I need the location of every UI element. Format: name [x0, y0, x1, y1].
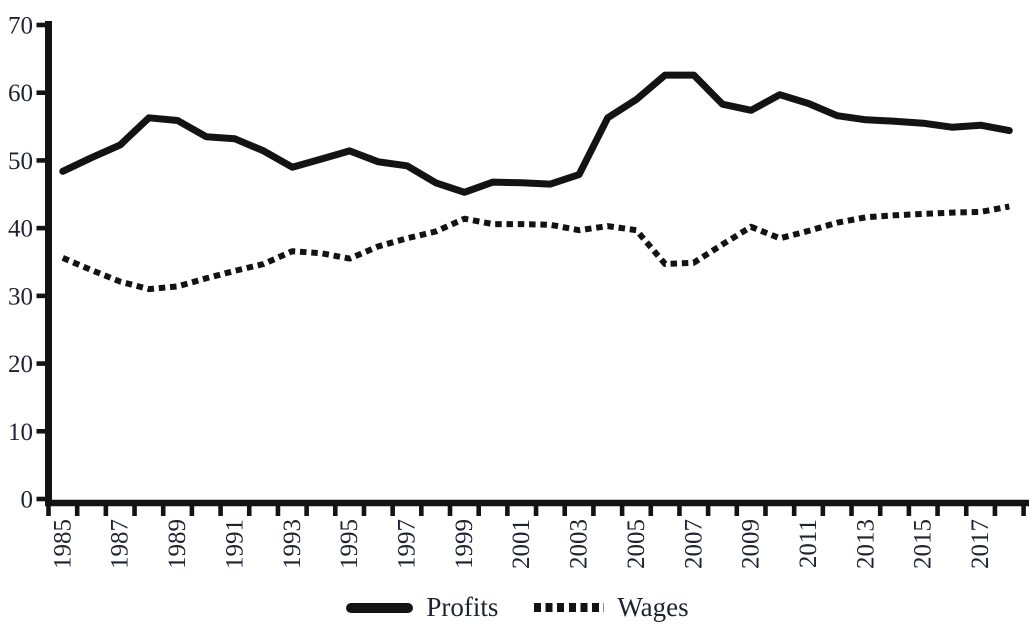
x-axis-tick-label: 1993: [279, 519, 306, 569]
chart-legend: Profits Wages: [0, 594, 1035, 621]
profits-line: [59, 71, 1013, 196]
x-axis-tick-label: 2015: [910, 519, 937, 569]
y-axis-tick-label: 60: [8, 80, 33, 107]
y-axis-tick-label: 70: [8, 13, 33, 40]
x-axis-tick-label: 2003: [566, 519, 593, 569]
y-axis-tick-label: 50: [8, 148, 33, 175]
x-axis-tick-label: 2005: [623, 519, 650, 569]
legend-label-profits: Profits: [426, 592, 499, 622]
x-axis-tick-label: 1997: [393, 519, 420, 569]
y-axis-tick-label: 0: [21, 487, 34, 514]
y-axis-tick-label: 40: [8, 216, 33, 243]
x-axis-tick-label: 1991: [221, 519, 248, 569]
x-axis-tick-label: 2011: [795, 519, 822, 568]
profits-solid-line-swatch: [346, 602, 414, 613]
x-axis-tick-label: 1999: [451, 519, 478, 569]
x-axis-tick-label: 2001: [508, 519, 535, 569]
wages-line: [61, 203, 1010, 293]
legend-item-profits: Profits: [346, 594, 498, 621]
x-axis-tick-label: 2009: [738, 519, 765, 569]
y-axis-tick-label: 10: [8, 419, 33, 446]
y-axis-tick-label: 20: [8, 351, 33, 378]
legend-label-wages: Wages: [617, 592, 689, 622]
x-axis-tick-label: 1989: [164, 519, 191, 569]
x-axis-tick-label: 2017: [967, 519, 994, 569]
x-axis-tick-label: 2013: [852, 519, 879, 569]
legend-item-wages: Wages: [534, 592, 689, 622]
x-axis-tick-label: 1985: [49, 519, 76, 569]
y-axis-tick-label: 30: [8, 283, 33, 310]
x-axis-tick-label: 2007: [680, 519, 707, 569]
wages-dotted-line-swatch: [534, 603, 605, 612]
x-axis-tick-label: 1995: [336, 519, 363, 569]
x-axis-tick-label: 1987: [107, 519, 134, 569]
